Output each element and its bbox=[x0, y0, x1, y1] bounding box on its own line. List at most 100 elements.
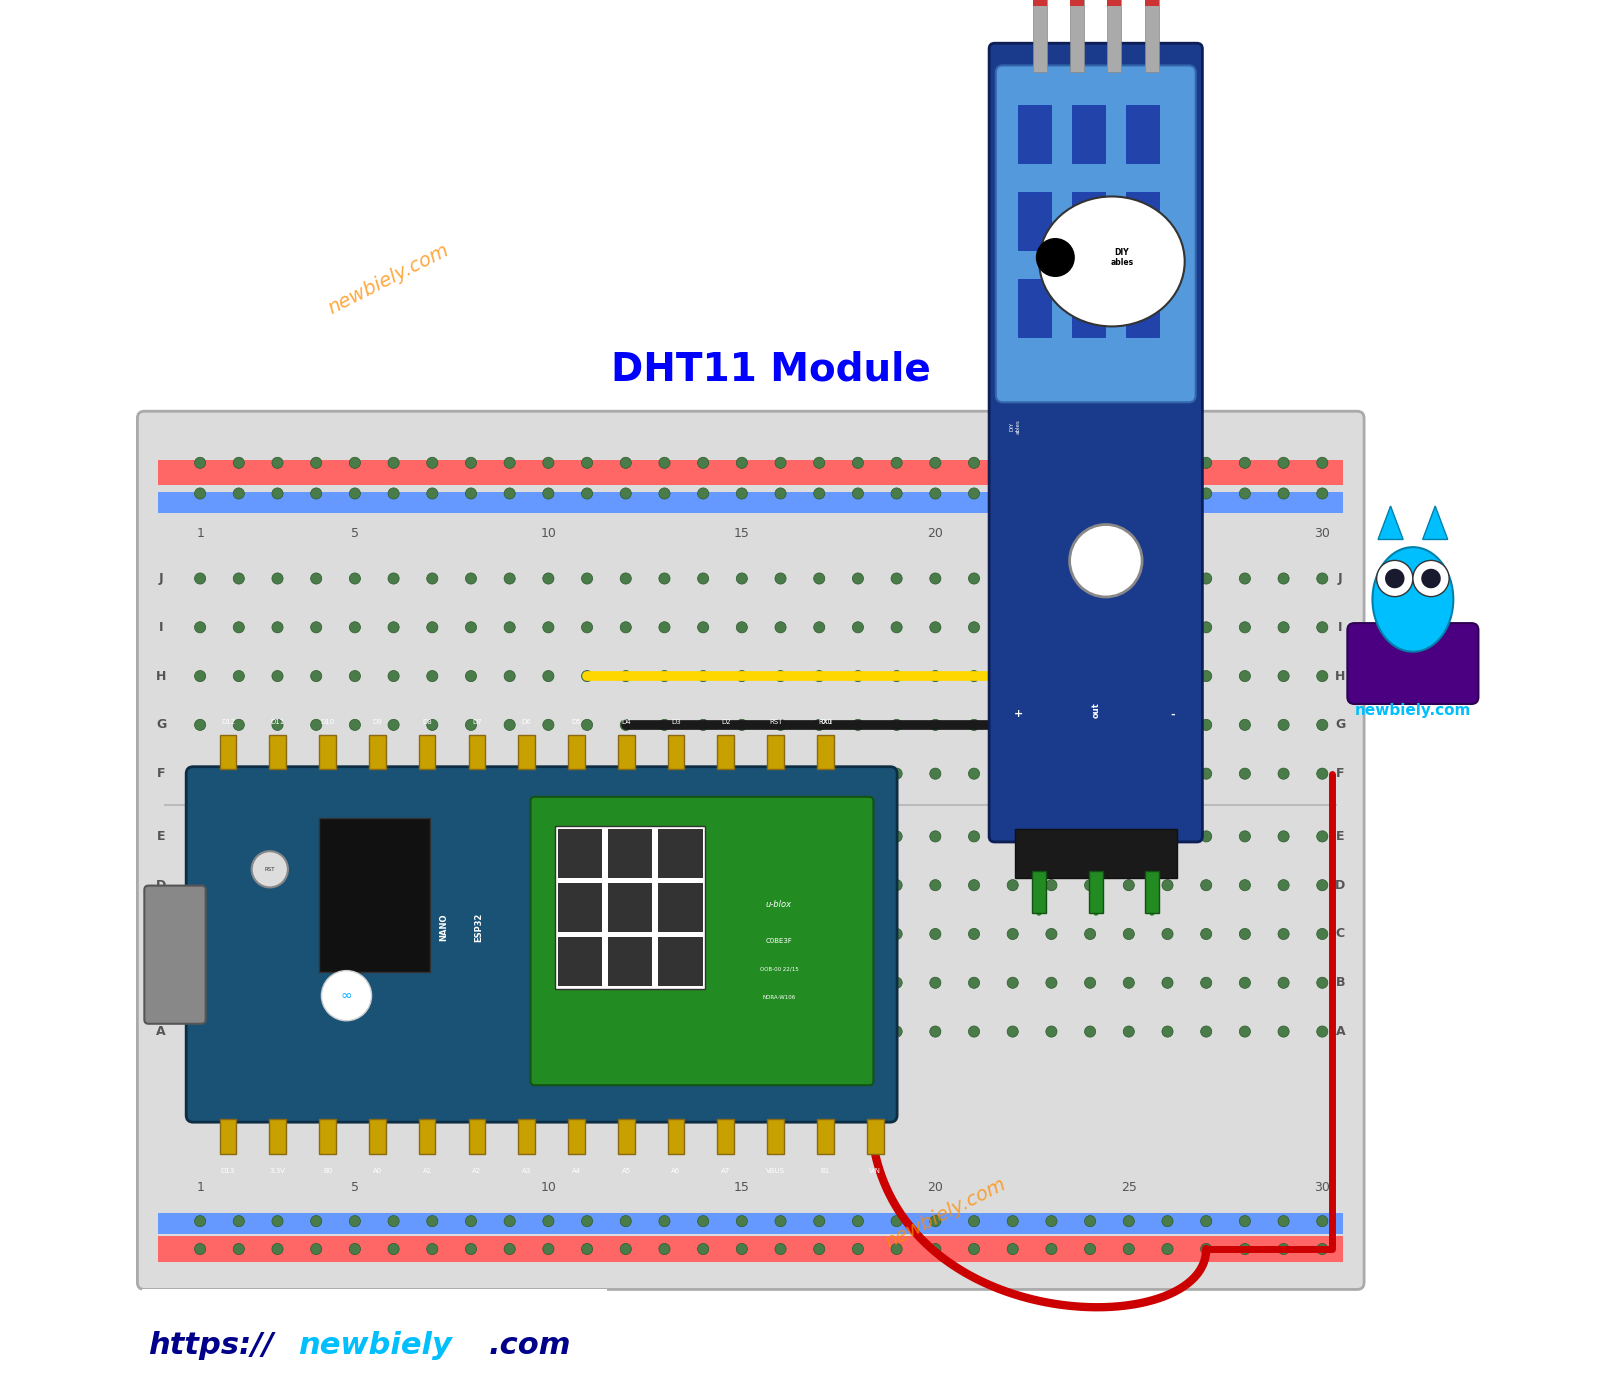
Circle shape bbox=[234, 977, 245, 988]
Circle shape bbox=[929, 880, 940, 891]
Text: D8: D8 bbox=[423, 719, 432, 725]
Bar bbox=[818, 735, 834, 769]
Circle shape bbox=[890, 457, 902, 468]
Circle shape bbox=[619, 573, 631, 584]
Text: B: B bbox=[1336, 976, 1345, 990]
Circle shape bbox=[813, 457, 824, 468]
Circle shape bbox=[1239, 880, 1250, 891]
Bar bbox=[608, 937, 652, 986]
Circle shape bbox=[890, 1026, 902, 1037]
Circle shape bbox=[273, 928, 282, 940]
Circle shape bbox=[1007, 928, 1018, 940]
Circle shape bbox=[1007, 880, 1018, 891]
Circle shape bbox=[852, 719, 863, 730]
Circle shape bbox=[1239, 488, 1250, 499]
Circle shape bbox=[890, 488, 902, 499]
Circle shape bbox=[619, 831, 631, 842]
Circle shape bbox=[619, 671, 631, 682]
Bar bbox=[866, 1119, 884, 1154]
Circle shape bbox=[697, 1026, 708, 1037]
Bar bbox=[658, 884, 703, 931]
Circle shape bbox=[234, 928, 245, 940]
Text: 1: 1 bbox=[197, 527, 205, 541]
Text: 10: 10 bbox=[540, 1181, 556, 1195]
Circle shape bbox=[619, 928, 631, 940]
Circle shape bbox=[1045, 768, 1057, 779]
Circle shape bbox=[736, 768, 747, 779]
FancyBboxPatch shape bbox=[989, 43, 1202, 842]
Circle shape bbox=[658, 977, 669, 988]
Bar bbox=[158, 460, 1344, 485]
Circle shape bbox=[427, 768, 437, 779]
Circle shape bbox=[852, 1026, 863, 1037]
Circle shape bbox=[427, 1216, 437, 1227]
Circle shape bbox=[813, 1243, 824, 1255]
Circle shape bbox=[273, 1026, 282, 1037]
Circle shape bbox=[697, 880, 708, 891]
Circle shape bbox=[195, 488, 206, 499]
Circle shape bbox=[968, 573, 979, 584]
Text: D13: D13 bbox=[221, 1168, 235, 1174]
Circle shape bbox=[890, 928, 902, 940]
Circle shape bbox=[1161, 831, 1173, 842]
Circle shape bbox=[582, 1216, 592, 1227]
Circle shape bbox=[1007, 457, 1018, 468]
Bar bbox=[668, 735, 684, 769]
FancyBboxPatch shape bbox=[185, 767, 897, 1122]
Circle shape bbox=[736, 928, 747, 940]
Circle shape bbox=[1239, 1216, 1250, 1227]
Circle shape bbox=[544, 831, 553, 842]
Circle shape bbox=[544, 928, 553, 940]
Circle shape bbox=[273, 719, 282, 730]
Circle shape bbox=[350, 768, 360, 779]
Circle shape bbox=[736, 719, 747, 730]
Circle shape bbox=[658, 768, 669, 779]
Circle shape bbox=[658, 488, 669, 499]
Circle shape bbox=[582, 1026, 592, 1037]
Bar bbox=[1108, 0, 1121, 6]
Circle shape bbox=[544, 880, 553, 891]
Circle shape bbox=[697, 622, 708, 633]
Circle shape bbox=[1045, 488, 1057, 499]
Circle shape bbox=[466, 831, 476, 842]
Text: out: out bbox=[1092, 703, 1100, 718]
Circle shape bbox=[350, 719, 360, 730]
Circle shape bbox=[929, 457, 940, 468]
Text: newbiely.com: newbiely.com bbox=[882, 1174, 1010, 1252]
Circle shape bbox=[1161, 671, 1173, 682]
Circle shape bbox=[311, 831, 321, 842]
Circle shape bbox=[1277, 671, 1289, 682]
Circle shape bbox=[1161, 1026, 1173, 1037]
Bar bbox=[419, 1119, 436, 1154]
Bar bbox=[158, 1213, 1344, 1234]
Circle shape bbox=[852, 573, 863, 584]
Circle shape bbox=[697, 1216, 708, 1227]
Circle shape bbox=[1200, 880, 1211, 891]
Text: DIY
ables: DIY ables bbox=[1010, 420, 1021, 434]
Text: H: H bbox=[156, 669, 166, 683]
Circle shape bbox=[311, 928, 321, 940]
Circle shape bbox=[1084, 1026, 1095, 1037]
Text: TX1: TX1 bbox=[819, 719, 832, 725]
Circle shape bbox=[736, 671, 747, 682]
Circle shape bbox=[1084, 1243, 1095, 1255]
Circle shape bbox=[697, 719, 708, 730]
Circle shape bbox=[234, 622, 245, 633]
FancyBboxPatch shape bbox=[531, 797, 873, 1085]
Circle shape bbox=[852, 671, 863, 682]
Circle shape bbox=[813, 488, 824, 499]
Circle shape bbox=[505, 1243, 515, 1255]
Circle shape bbox=[890, 573, 902, 584]
Text: 25: 25 bbox=[1121, 527, 1137, 541]
Text: B1: B1 bbox=[821, 1168, 831, 1174]
Circle shape bbox=[582, 880, 592, 891]
Circle shape bbox=[1161, 622, 1173, 633]
Bar bbox=[1126, 279, 1160, 337]
Circle shape bbox=[1376, 560, 1413, 597]
Circle shape bbox=[1084, 1216, 1095, 1227]
Circle shape bbox=[774, 880, 786, 891]
Text: A6: A6 bbox=[671, 1168, 681, 1174]
Text: u-blox: u-blox bbox=[766, 901, 792, 909]
Circle shape bbox=[544, 622, 553, 633]
Circle shape bbox=[1277, 977, 1289, 988]
